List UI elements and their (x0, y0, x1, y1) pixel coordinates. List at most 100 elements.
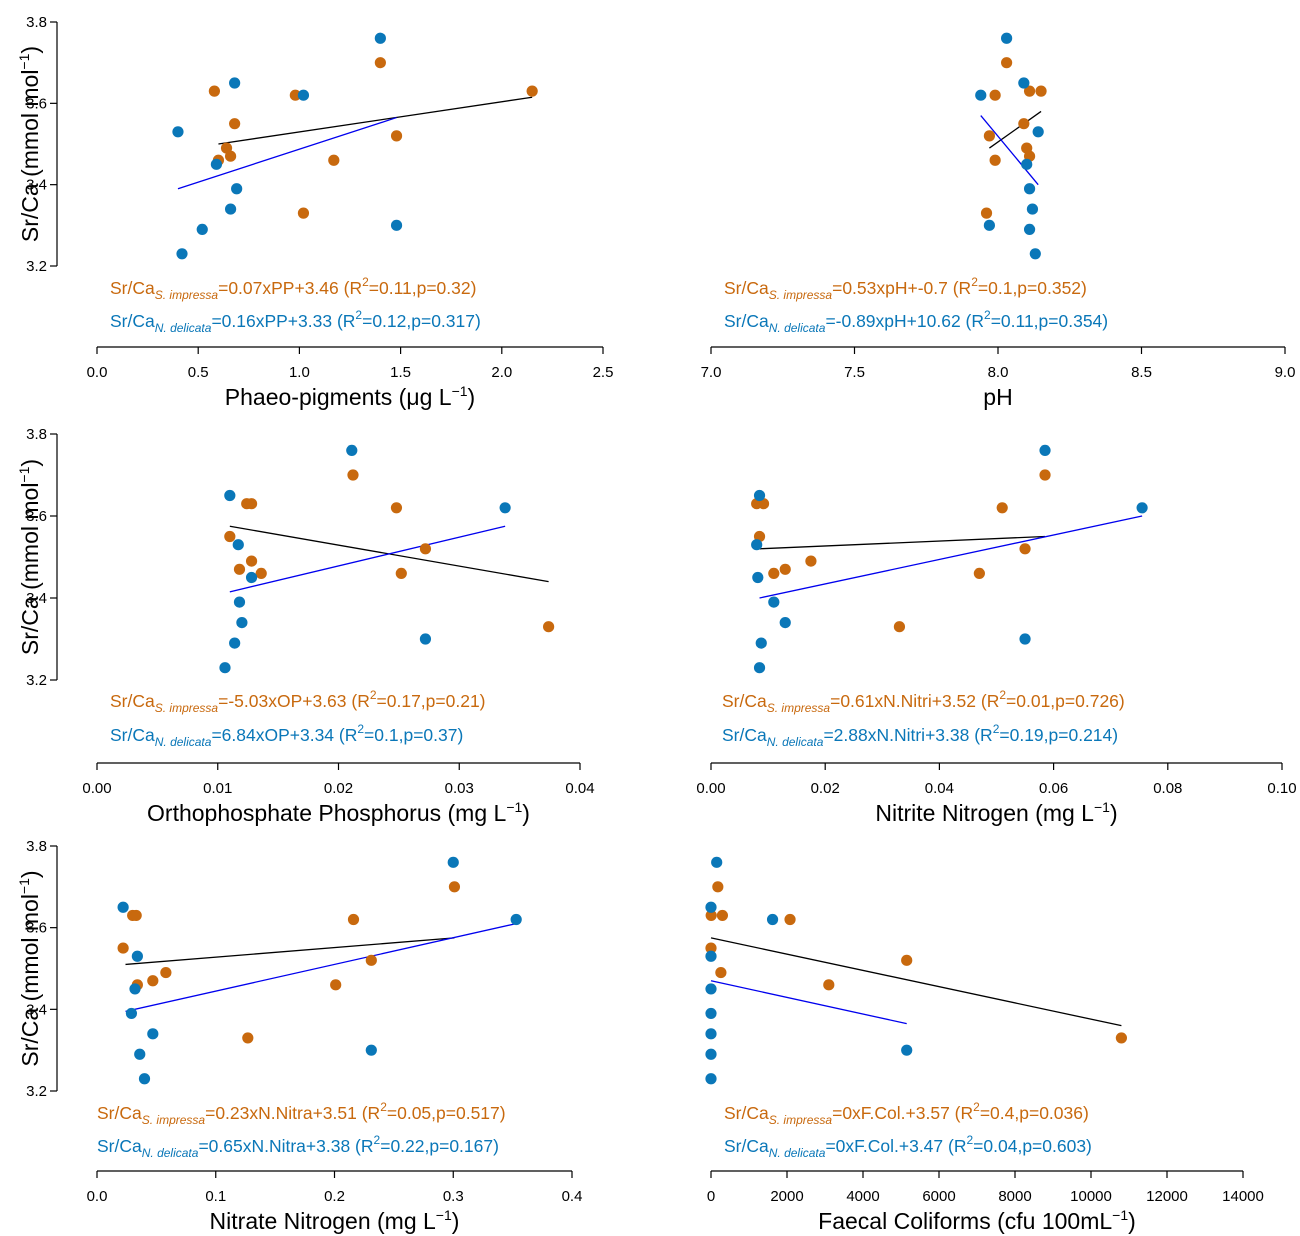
equation-stats: =0.1,p=0.37) (364, 725, 463, 745)
data-point-n-delicata (224, 203, 237, 215)
data-point-n-delicata (125, 1007, 138, 1020)
x-axis-title: Faecal Coliforms (cfu 100mL−1) (818, 1207, 1136, 1234)
equation-species-subscript: S. impressa (155, 288, 219, 302)
x-axis-title-tail: ) (1110, 800, 1118, 826)
data-point-s-impressa (980, 207, 993, 219)
x-axis-title-sup: −1 (436, 1207, 452, 1223)
regression-equation-s-impressa: Sr/CaS. impressa=0xF.Col.+3.57 (R2=0.4,p… (724, 1100, 1089, 1127)
x-tick-label: 1.5 (390, 364, 411, 381)
data-point-n-delicata (374, 32, 386, 44)
equation-species-subscript: N. delicata (769, 321, 826, 335)
data-point-n-delicata (1032, 126, 1044, 138)
x-tick-label: 6000 (922, 1188, 955, 1205)
data-point-n-delicata (705, 1073, 717, 1085)
data-point-n-delicata (975, 89, 987, 101)
equation-prefix: Sr/Ca (97, 1136, 142, 1156)
equation-species-subscript: N. delicata (767, 735, 824, 749)
data-point-n-delicata (176, 248, 188, 260)
y-tick-label: 3.2 (26, 672, 47, 689)
equation-species-subscript: S. impressa (769, 288, 833, 302)
y-axis-title-tail: ) (17, 870, 43, 878)
equation-species-subscript: N. delicata (155, 321, 212, 335)
y-tick-label: 3.8 (26, 426, 47, 443)
equation-r-squared-sup: 2 (973, 1100, 980, 1114)
fit-line-n-delicata (980, 115, 1039, 186)
x-tick-label: 1.0 (289, 364, 310, 381)
equation-stats: =0.22,p=0.167) (380, 1136, 499, 1156)
equation-stats: =0.19,p=0.214) (999, 725, 1118, 745)
y-axis-title: Sr/Ca (mmol mol−1) (16, 870, 43, 1066)
data-point-s-impressa (1001, 57, 1013, 69)
data-point-s-impressa (996, 502, 1008, 514)
equation-prefix: Sr/Ca (97, 1103, 142, 1123)
fit-line-s-impressa (218, 96, 533, 145)
regression-equation-s-impressa: Sr/CaS. impressa=0.61xN.Nitri+3.52 (R2=0… (722, 688, 1125, 715)
y-tick-label: 3.4 (26, 590, 47, 607)
data-point-s-impressa (147, 975, 159, 987)
data-point-n-delicata (753, 489, 766, 502)
data-point-n-delicata (705, 901, 717, 913)
y-tick-label: 3.2 (26, 1083, 47, 1100)
x-tick-label: 0.01 (203, 780, 232, 797)
regression-equation-s-impressa: Sr/CaS. impressa=0.23xN.Nitra+3.51 (R2=0… (97, 1100, 506, 1127)
regression-equation-n-delicata: Sr/CaN. delicata=0.65xN.Nitra+3.38 (R2=0… (97, 1133, 499, 1160)
x-tick-label: 4000 (846, 1188, 879, 1205)
equation-species-subscript: S. impressa (769, 1113, 833, 1127)
x-tick-label: 2000 (770, 1188, 803, 1205)
data-point-n-delicata (705, 950, 717, 962)
data-point-n-delicata (297, 89, 310, 101)
data-point-s-impressa (715, 966, 727, 979)
y-axis-title-main: Sr/Ca (mmol mol (17, 483, 43, 656)
data-point-n-delicata (705, 1028, 717, 1040)
data-point-s-impressa (330, 979, 342, 991)
y-tick-label: 3.8 (26, 838, 47, 855)
x-tick-label: 0.08 (1153, 780, 1182, 797)
x-tick-label: 2.0 (491, 364, 512, 381)
equation-body: =0.23xN.Nitra+3.51 (R (205, 1103, 380, 1123)
data-point-n-delicata (752, 571, 764, 584)
data-point-s-impressa (779, 563, 791, 575)
x-tick-label: 0.06 (1039, 780, 1068, 797)
data-point-n-delicata (1136, 502, 1148, 514)
equation-species-subscript: S. impressa (142, 1113, 206, 1127)
fit-line-n-delicata (177, 116, 397, 190)
data-point-s-impressa (901, 954, 913, 966)
equation-prefix: Sr/Ca (724, 278, 769, 298)
x-axis-title: Nitrite Nitrogen (mg L−1) (875, 799, 1117, 826)
y-axis-title-sup: −1 (16, 53, 32, 69)
data-point-s-impressa (989, 154, 1001, 166)
data-point-n-delicata (753, 662, 766, 674)
y-tick-label: 3.6 (26, 920, 47, 937)
data-point-s-impressa (255, 567, 267, 580)
x-tick-label: 9.0 (1275, 364, 1296, 381)
data-point-n-delicata (117, 901, 129, 913)
x-tick-label: 0.4 (562, 1188, 583, 1205)
data-point-n-delicata (1039, 444, 1051, 456)
data-point-n-delicata (705, 983, 717, 995)
equation-body: =2.88xN.Nitri+3.38 (R (823, 725, 992, 745)
scatter-panel-5: 3.23.43.63.8Sr/Ca (mmol mol−1)0.0 0.1 0.2 0… (16, 838, 582, 1234)
data-point-n-delicata (390, 219, 403, 231)
y-tick-label: 3.6 (26, 508, 47, 525)
data-point-n-delicata (1021, 158, 1033, 170)
data-point-n-delicata (232, 539, 244, 551)
x-tick-label: 0.10 (1267, 780, 1296, 797)
regression-equation-s-impressa: Sr/CaS. impressa=-5.03xOP+3.63 (R2=0.17,… (110, 688, 486, 715)
data-point-s-impressa (973, 567, 985, 580)
equation-body: =0xF.Col.+3.57 (R (832, 1103, 973, 1123)
equation-body: =0.53xpH+-0.7 (R (832, 278, 971, 298)
regression-equation-s-impressa: Sr/CaS. impressa=0.07xPP+3.46 (R2=0.11,p… (110, 275, 476, 302)
data-point-n-delicata (711, 856, 723, 868)
equation-body: =6.84xOP+3.34 (R (211, 725, 357, 745)
equation-prefix: Sr/Ca (110, 725, 155, 745)
data-point-n-delicata (983, 219, 995, 231)
data-point-s-impressa (1115, 1032, 1127, 1044)
fit-line-n-delicata (759, 515, 1143, 599)
data-point-n-delicata (1029, 248, 1041, 260)
y-tick-label: 3.4 (26, 177, 47, 194)
data-point-n-delicata (346, 444, 358, 456)
data-point-n-delicata (224, 489, 236, 502)
data-point-n-delicata (134, 1048, 146, 1060)
x-tick-label: 7.5 (844, 364, 865, 381)
data-point-n-delicata (210, 158, 223, 170)
